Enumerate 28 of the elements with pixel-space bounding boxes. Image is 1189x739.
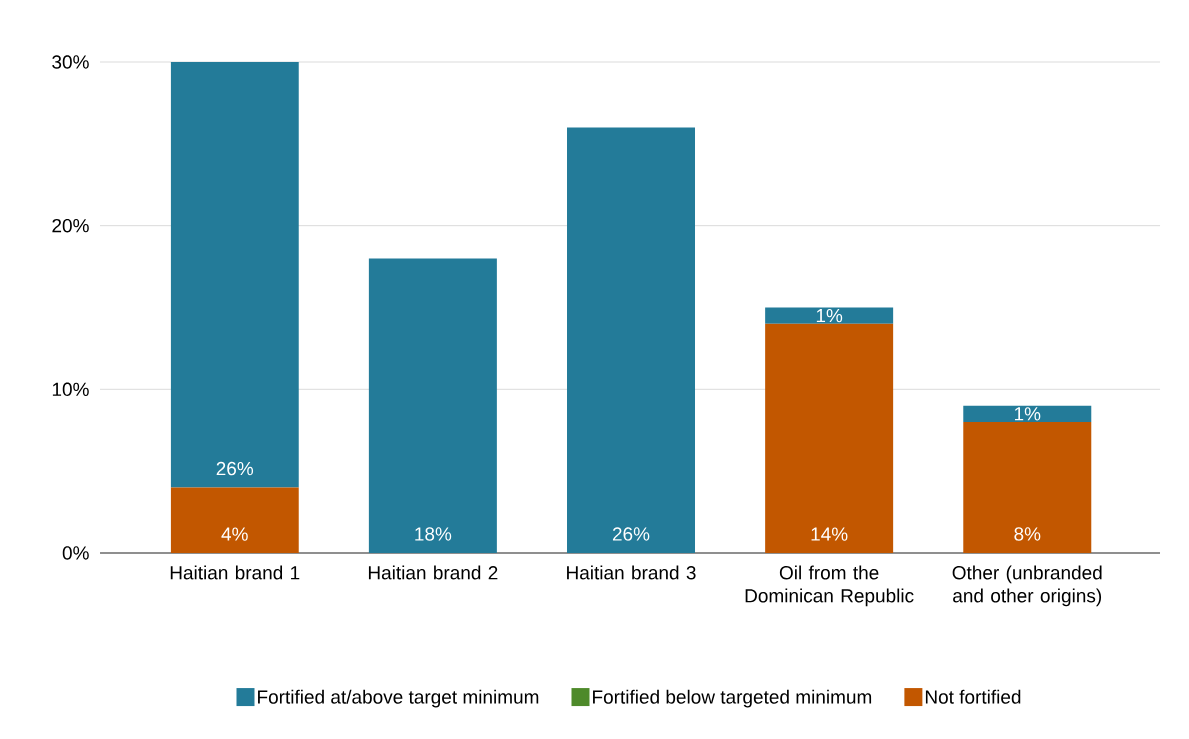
- data-label: 4%: [221, 527, 248, 541]
- x-tick-label: Haitian brand 1: [170, 565, 300, 580]
- bar: [170, 62, 299, 488]
- legend-label: Not fortified: [925, 689, 1021, 704]
- x-tick-label: Haitian brand 2: [368, 565, 498, 580]
- bar: [765, 323, 894, 553]
- data-label: 1%: [1014, 407, 1041, 421]
- bar: [567, 127, 696, 553]
- bar: [963, 405, 1092, 423]
- bar: [368, 258, 497, 553]
- data-label: 1%: [816, 308, 843, 323]
- data-label: 14%: [811, 527, 848, 541]
- x-tick-label: Other (unbranded and other origins): [952, 565, 1102, 607]
- y-tick-label: 30%: [52, 55, 89, 69]
- x-tick-label: Haitian brand 3: [567, 565, 696, 580]
- data-label: 18%: [415, 527, 452, 541]
- legend-label: Fortified below targeted minimum: [593, 689, 872, 708]
- y-tick-label: 20%: [52, 218, 89, 233]
- legend-label: Fortified at/above target minimum: [258, 689, 539, 708]
- x-tick-label: Oil from the Dominican Republic: [745, 565, 914, 607]
- y-tick-label: 0%: [62, 546, 89, 560]
- data-label: 26%: [612, 527, 650, 541]
- bar: [963, 422, 1092, 553]
- bar: [765, 307, 894, 324]
- data-label: 8%: [1014, 527, 1041, 541]
- bar: [170, 487, 299, 553]
- y-tick-label: 10%: [52, 382, 89, 397]
- data-label: 26%: [216, 461, 254, 476]
